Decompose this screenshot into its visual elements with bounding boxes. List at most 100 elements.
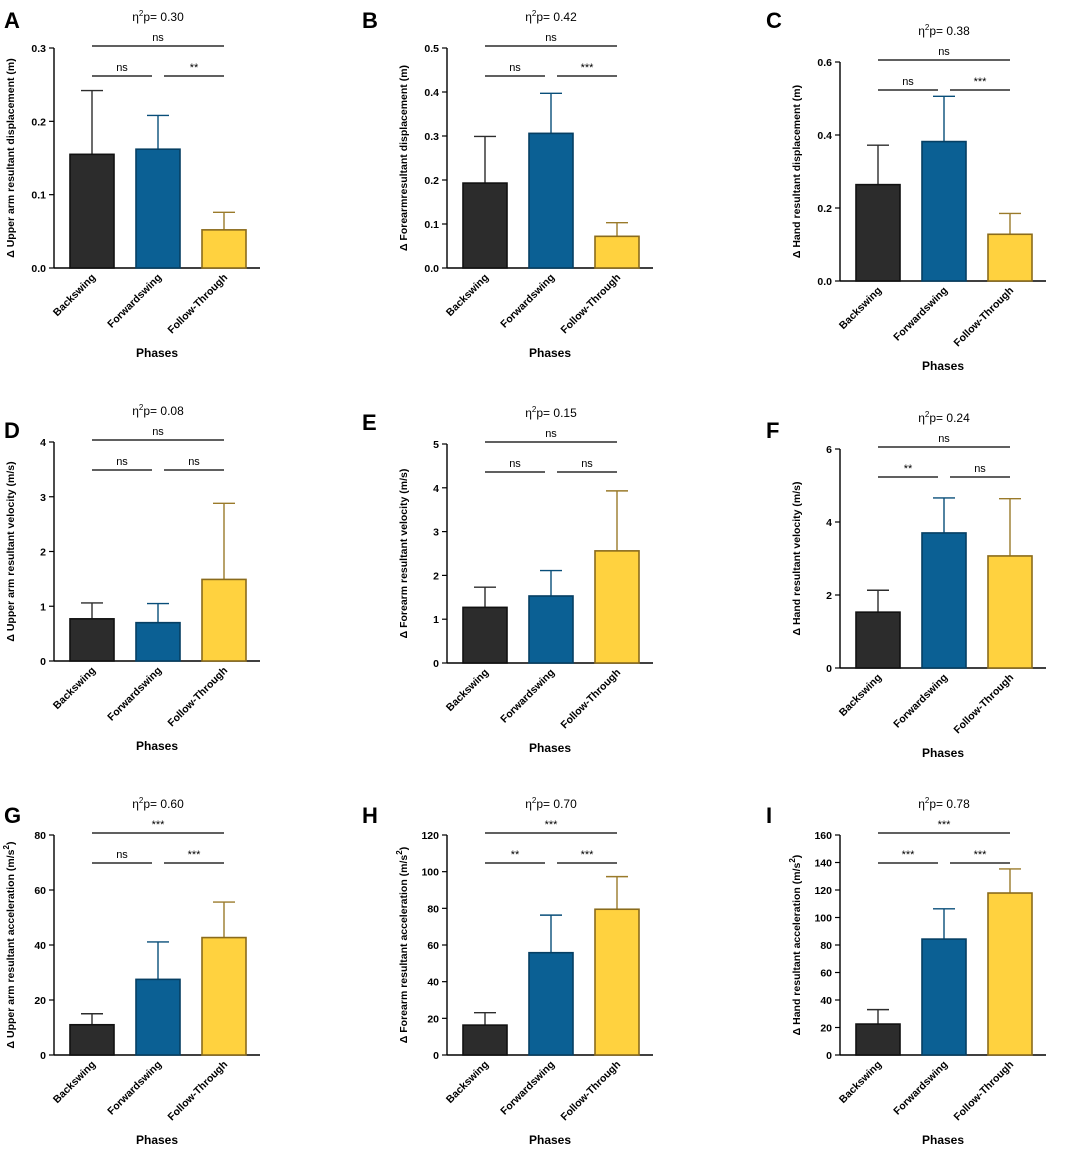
panel-letter: G <box>4 803 21 828</box>
bar-3 <box>594 908 640 1056</box>
eta-sup: 2 <box>139 9 144 18</box>
bar-1 <box>69 1023 115 1056</box>
panel-letter: I <box>766 803 772 828</box>
y-axis-title: Δ Hand resultant displacement (m) <box>791 85 803 258</box>
panel-letter: A <box>4 8 20 33</box>
eta-squared-label: η2p= 0.78 <box>918 796 970 811</box>
significance-label: ** <box>190 62 199 74</box>
eta-prefix: η <box>918 411 925 425</box>
x-tick-label: Follow-Through <box>952 1059 1017 1124</box>
significance-label: ns <box>581 458 593 470</box>
eta-squared-label: η2p= 0.30 <box>132 9 184 24</box>
y-axis-title-text: Δ Hand resultant velocity (m/s) <box>791 482 803 636</box>
x-axis-title: Phases <box>922 1133 964 1147</box>
bar-1 <box>462 1024 508 1056</box>
significance-label: ns <box>188 456 200 468</box>
significance-label: ns <box>974 463 986 475</box>
y-axis-title: Δ Forearm resultant acceleration (m/s2) <box>395 847 410 1043</box>
y-axis-title: Δ Upper arm resultant acceleration (m/s2… <box>2 842 17 1049</box>
x-axis-title: Phases <box>922 746 964 760</box>
chart-panel-d: D 0 1 2 3 4 Δ Upper arm resultant velocity (m/… <box>4 403 260 753</box>
eta-prefix: η <box>132 797 139 811</box>
eta-squared-label: η2p= 0.24 <box>918 410 970 425</box>
y-tick-label: 4 <box>40 437 46 449</box>
bar-2 <box>921 532 967 669</box>
eta-squared-label: η2p= 0.15 <box>525 405 577 420</box>
bar-1 <box>855 183 901 282</box>
chart-panel-h: H 0 20 40 60 80 100 120 Δ Forearm resultant acce… <box>362 796 653 1147</box>
y-tick-label: 100 <box>814 913 832 925</box>
bar-3 <box>987 233 1033 282</box>
panel-letter: D <box>4 418 20 443</box>
y-tick-label: 80 <box>820 940 832 952</box>
y-tick-label: 0.3 <box>424 131 439 143</box>
y-tick-label: 20 <box>427 1013 439 1025</box>
y-axis-title: Δ Hand resultant velocity (m/s) <box>791 482 803 636</box>
chart-panel-a: A 0.0 0.1 0.2 0.3 Δ Upper arm resultant displ… <box>4 8 260 360</box>
y-tick-label: 40 <box>427 977 439 989</box>
eta-prefix: η <box>132 10 139 24</box>
significance-label: ** <box>904 463 913 475</box>
y-tick-label: 0.2 <box>817 203 832 215</box>
eta-sup: 2 <box>139 796 144 805</box>
bar-3 <box>594 235 640 269</box>
bar-2 <box>528 595 574 664</box>
significance-label: *** <box>974 76 988 88</box>
bar-2 <box>135 621 181 662</box>
significance-label: ns <box>116 62 128 74</box>
y-tick-label: 2 <box>826 590 832 602</box>
y-tick-label: 0.1 <box>424 219 439 231</box>
x-tick-label: Follow-Through <box>166 272 231 337</box>
y-axis-title-text: Δ Upper arm resultant velocity (m/s) <box>5 461 17 641</box>
y-tick-label: 0 <box>433 1050 439 1062</box>
eta-prefix: η <box>525 797 532 811</box>
x-tick-label: Follow-Through <box>166 665 231 730</box>
y-axis-title-text: Δ Forearmresultant displacement (m) <box>398 65 410 251</box>
eta-sup: 2 <box>925 796 930 805</box>
bar-3 <box>201 936 247 1056</box>
eta-sup: 2 <box>532 796 537 805</box>
y-axis-title-end: ) <box>5 842 17 846</box>
x-axis-title: Phases <box>136 1133 178 1147</box>
eta-suffix: p= 0.08 <box>143 404 184 418</box>
y-tick-label: 0.1 <box>31 190 46 202</box>
bar-1 <box>855 1023 901 1056</box>
significance-label: ns <box>509 458 521 470</box>
significance-label: ns <box>938 46 950 58</box>
y-tick-label: 40 <box>34 940 46 952</box>
y-tick-label: 4 <box>826 517 832 529</box>
y-tick-label: 140 <box>814 858 832 870</box>
x-axis-title: Phases <box>922 359 964 373</box>
chart-panel-e: E 0 1 2 3 4 5 Δ Forearm resultant velocity (m/s… <box>362 405 653 755</box>
bar-2 <box>528 951 574 1056</box>
bar-3 <box>987 555 1033 669</box>
significance-label: ns <box>116 849 128 861</box>
significance-label: *** <box>902 849 916 861</box>
eta-prefix: η <box>132 404 139 418</box>
eta-squared-label: η2p= 0.08 <box>132 403 184 418</box>
significance-label: *** <box>188 849 202 861</box>
y-tick-label: 0.4 <box>424 87 439 99</box>
bar-2 <box>528 132 574 269</box>
eta-sup: 2 <box>532 405 537 414</box>
y-tick-label: 0 <box>40 656 46 668</box>
x-tick-label: Follow-Through <box>952 285 1017 350</box>
y-tick-label: 40 <box>820 995 832 1007</box>
panel-letter: F <box>766 418 779 443</box>
y-tick-label: 2 <box>40 547 46 559</box>
eta-prefix: η <box>525 10 532 24</box>
x-tick-label: Forwardswing <box>498 1059 557 1118</box>
significance-label: ns <box>152 32 164 44</box>
significance-label: ns <box>902 76 914 88</box>
x-tick-label: Follow-Through <box>559 667 624 732</box>
x-axis-title: Phases <box>529 346 571 360</box>
y-tick-label: 0 <box>40 1050 46 1062</box>
y-tick-label: 0.2 <box>424 175 439 187</box>
y-tick-label: 80 <box>427 903 439 915</box>
chart-panel-f: F 0 2 4 6 Δ Hand resultant velocity (m/s) Back… <box>766 410 1046 760</box>
y-tick-label: 60 <box>34 885 46 897</box>
bar-2 <box>921 140 967 282</box>
y-tick-label: 0.4 <box>817 130 832 142</box>
y-axis-title-end: ) <box>791 855 803 859</box>
